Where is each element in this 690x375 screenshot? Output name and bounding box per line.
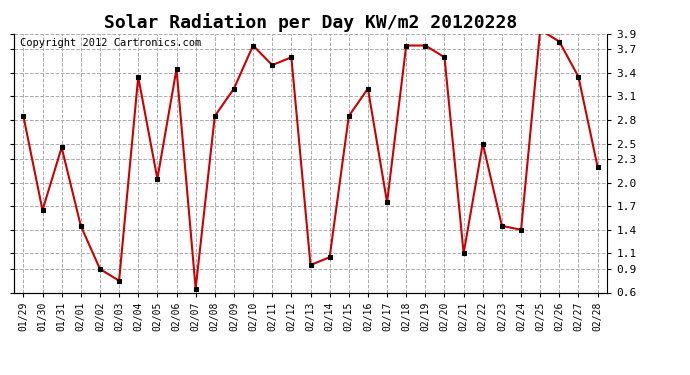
- Title: Solar Radiation per Day KW/m2 20120228: Solar Radiation per Day KW/m2 20120228: [104, 13, 517, 32]
- Text: Copyright 2012 Cartronics.com: Copyright 2012 Cartronics.com: [20, 38, 201, 48]
